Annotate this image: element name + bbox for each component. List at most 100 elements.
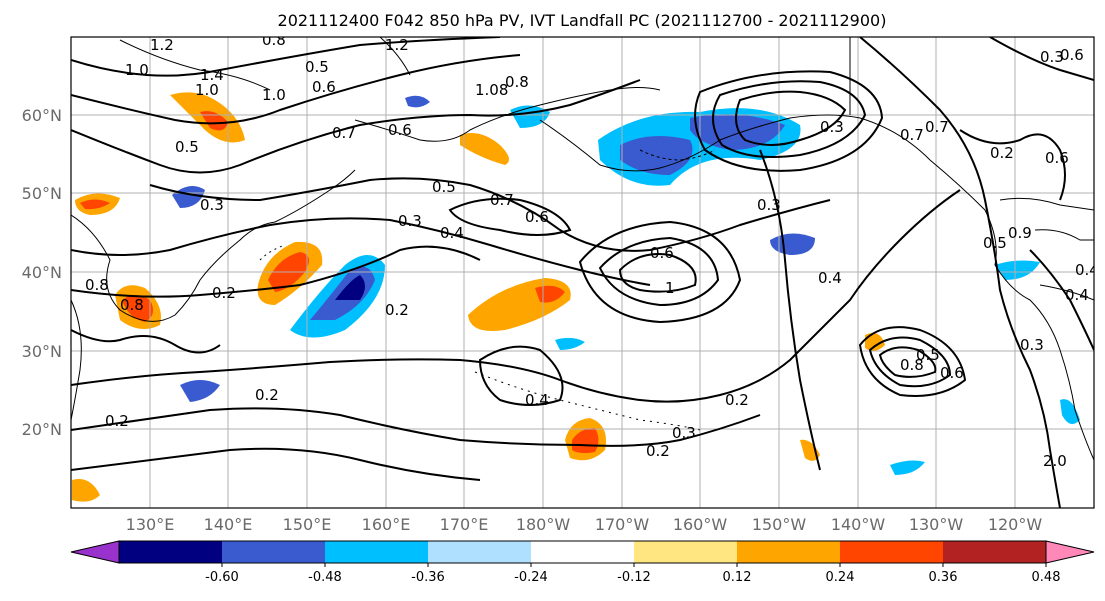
colorbar-segment: [531, 541, 635, 563]
contour-label: 0.6: [1060, 46, 1084, 64]
contour-label: 1.4: [200, 66, 224, 84]
contour-line: [71, 407, 761, 447]
colorbar-segment: [222, 541, 326, 563]
contour-label: 0.4: [440, 224, 464, 242]
contour-line: [735, 90, 847, 146]
lon-tick-label: 170°E: [440, 515, 489, 534]
contour-label: 0.2: [105, 412, 129, 430]
colorbar-tick-label: 0.12: [723, 570, 752, 585]
contour-label: 0.6: [940, 364, 964, 382]
contour-line: [71, 217, 651, 286]
contour-layer: [71, 37, 1094, 508]
negative-anomaly-region: [555, 337, 585, 350]
lon-tick-label: 170°W: [595, 515, 650, 534]
contour-line: [71, 245, 481, 298]
latitude-axis: 60°N 50°N 40°N 30°N 20°N: [22, 106, 62, 439]
contour-label: 0.6: [1045, 149, 1069, 167]
contour-label: 0.4: [525, 391, 549, 409]
contour-label: 0.3: [672, 424, 696, 442]
negative-anomaly-region: [995, 260, 1040, 280]
lon-tick-label: 140°W: [831, 515, 886, 534]
coastline: [119, 39, 271, 91]
positive-anomaly-region: [200, 111, 228, 131]
contour-label: 0.2: [725, 391, 749, 409]
negative-anomaly-region: [890, 460, 925, 475]
contour-line: [578, 220, 742, 324]
coastline: [474, 371, 701, 431]
positive-anomaly-region: [122, 295, 154, 322]
lat-tick-label: 50°N: [22, 184, 62, 203]
contour-label: 0.7: [332, 124, 356, 142]
contour-label: 0.8: [120, 296, 144, 314]
contour-line: [71, 54, 521, 125]
contour-line: [71, 189, 961, 403]
contour-line: [71, 447, 481, 481]
colorbar: -0.60 -0.48 -0.36 -0.24 -0.12 0.12 0.24 0.36 0.4…: [70, 540, 1095, 585]
contour-label: 0.5: [432, 178, 456, 196]
contour-label: 0.6: [388, 121, 412, 139]
positive-anomaly-region: [800, 439, 820, 461]
lon-tick-label: 130°E: [126, 515, 175, 534]
coastline: [1034, 229, 1094, 241]
positive-anomaly-region: [572, 428, 599, 454]
lon-tick-label: 150°E: [283, 515, 332, 534]
figure-title: 2021112400 F042 850 hPa PV, IVT Landfall…: [278, 11, 887, 30]
colorbar-tick-label: -0.48: [308, 570, 342, 585]
lon-tick-label: 120°W: [988, 515, 1043, 534]
negative-anomaly-region: [770, 233, 815, 255]
contour-label: 0.5: [175, 138, 199, 156]
lon-tick-label: 160°E: [362, 515, 411, 534]
contour-label: 0.3: [1040, 48, 1064, 66]
contour-label: 0.2: [385, 301, 409, 319]
colorbar-max-extension: [1045, 540, 1095, 564]
contour-label: 0.3: [757, 196, 781, 214]
coastline: [1039, 284, 1094, 301]
negative-anomaly-region: [1060, 399, 1080, 424]
contour-line: [694, 70, 884, 172]
colorbar-segment: [428, 541, 532, 563]
contour-label: 1.2: [385, 36, 409, 54]
contour-line: [989, 37, 1094, 81]
colorbar-segment: [119, 541, 223, 563]
contour-label: 1.0: [262, 86, 286, 104]
colorbar-tick-label: 0.36: [929, 570, 958, 585]
contour-line: [712, 80, 867, 159]
lat-tick-label: 40°N: [22, 263, 62, 282]
lon-tick-label: 130°W: [909, 515, 964, 534]
coastline: [639, 149, 716, 161]
contour-label: 0.5: [305, 58, 329, 76]
contour-line: [759, 149, 821, 471]
contour-label: 0.4: [1065, 286, 1089, 304]
contour-label: 0.5: [916, 346, 940, 364]
contour-line: [868, 336, 952, 388]
contour-line: [618, 253, 697, 293]
coastline-layer: [71, 37, 1094, 461]
contour-line: [71, 37, 501, 77]
contour-label-layer: 1.2 0.8 1.2 0.5 1.4 1.0 0.6 1.0 1.0 1.08…: [85, 36, 1099, 470]
contour-line: [71, 329, 221, 354]
coastline: [379, 37, 411, 76]
map-frame: [70, 36, 1095, 509]
contour-label: 0.7: [925, 118, 949, 136]
contour-label: 0.4: [1075, 261, 1099, 279]
colorbar-segment: [943, 541, 1047, 563]
lat-tick-label: 60°N: [22, 106, 62, 125]
lat-tick-label: 30°N: [22, 342, 62, 361]
contour-line: [859, 37, 1061, 508]
contour-line: [878, 346, 937, 378]
colorbar-segment: [840, 541, 944, 563]
contour-label: 0.8: [900, 356, 924, 374]
contour-label: 1.0: [125, 61, 149, 79]
contour-label: 0.5: [983, 234, 1007, 252]
contour-label: 0.2: [212, 284, 236, 302]
colorbar-min-extension: [70, 540, 120, 564]
contour-label: 0.2: [255, 386, 279, 404]
contour-label: 0.2: [646, 442, 670, 460]
colorbar-tick-label: -0.24: [514, 570, 548, 585]
negative-anomaly-region: [180, 380, 220, 402]
contour-label: 1.0: [195, 81, 219, 99]
coastline: [71, 299, 82, 421]
negative-anomaly-region: [172, 186, 205, 208]
contour-label: 0.3: [1020, 336, 1044, 354]
